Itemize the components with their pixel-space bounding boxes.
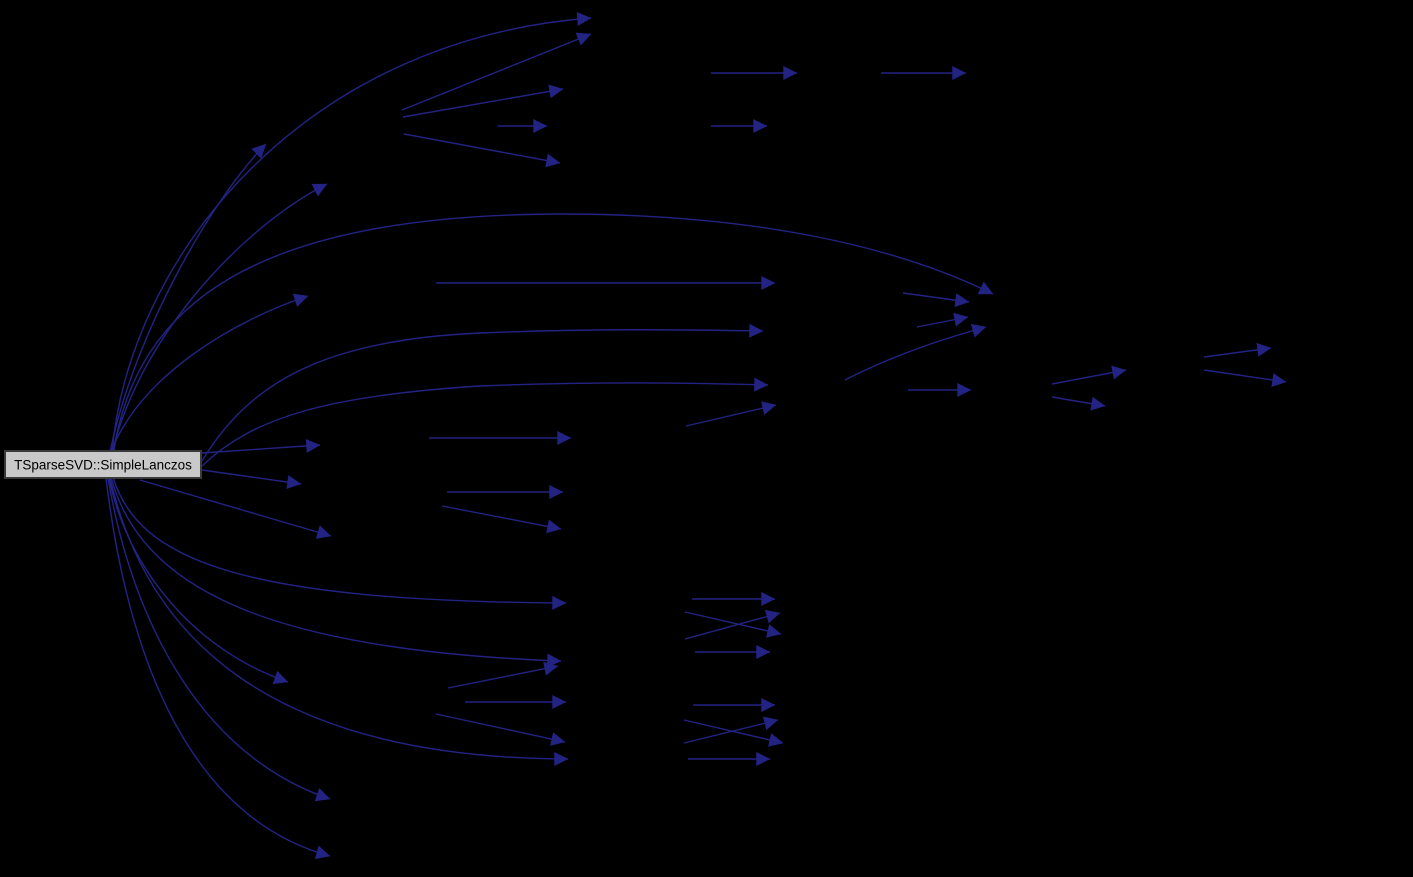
call-edge [844, 323, 987, 381]
call-edge [402, 84, 564, 118]
call-edge [112, 213, 994, 457]
call-edge [684, 611, 782, 638]
call-edge [1203, 342, 1272, 358]
call-edge [441, 505, 562, 534]
call-edge [108, 477, 289, 685]
call-edge [1203, 369, 1287, 387]
graph-node-label: TSparseSVD::SimpleLanczos [14, 458, 192, 473]
call-edge [401, 32, 592, 111]
node-layer: TSparseSVD::SimpleLanczos [4, 450, 202, 479]
call-edge [105, 477, 331, 860]
call-edge [1051, 396, 1106, 411]
call-edge [916, 312, 969, 328]
graph-node-simplelanczos[interactable] [4, 450, 202, 479]
call-edge [109, 143, 267, 453]
call-edge [683, 716, 779, 744]
call-edge [110, 476, 562, 668]
edge-layer [105, 12, 1287, 860]
call-edge [1051, 365, 1127, 385]
call-edge [139, 479, 332, 539]
call-edge [111, 183, 328, 454]
call-edge [201, 377, 769, 467]
call-edge [201, 469, 302, 490]
call-edge [107, 477, 331, 802]
call-edge [112, 476, 567, 610]
call-edge [201, 438, 321, 454]
call-edge [435, 713, 566, 746]
call-edge [447, 661, 559, 689]
call-edge [109, 477, 569, 766]
call-edge [111, 12, 592, 454]
call-edge [201, 323, 764, 462]
call-edge [684, 609, 781, 640]
call-edge [403, 133, 561, 168]
call-edge [685, 401, 777, 427]
call-edge [902, 292, 970, 308]
call-edge [109, 293, 309, 455]
